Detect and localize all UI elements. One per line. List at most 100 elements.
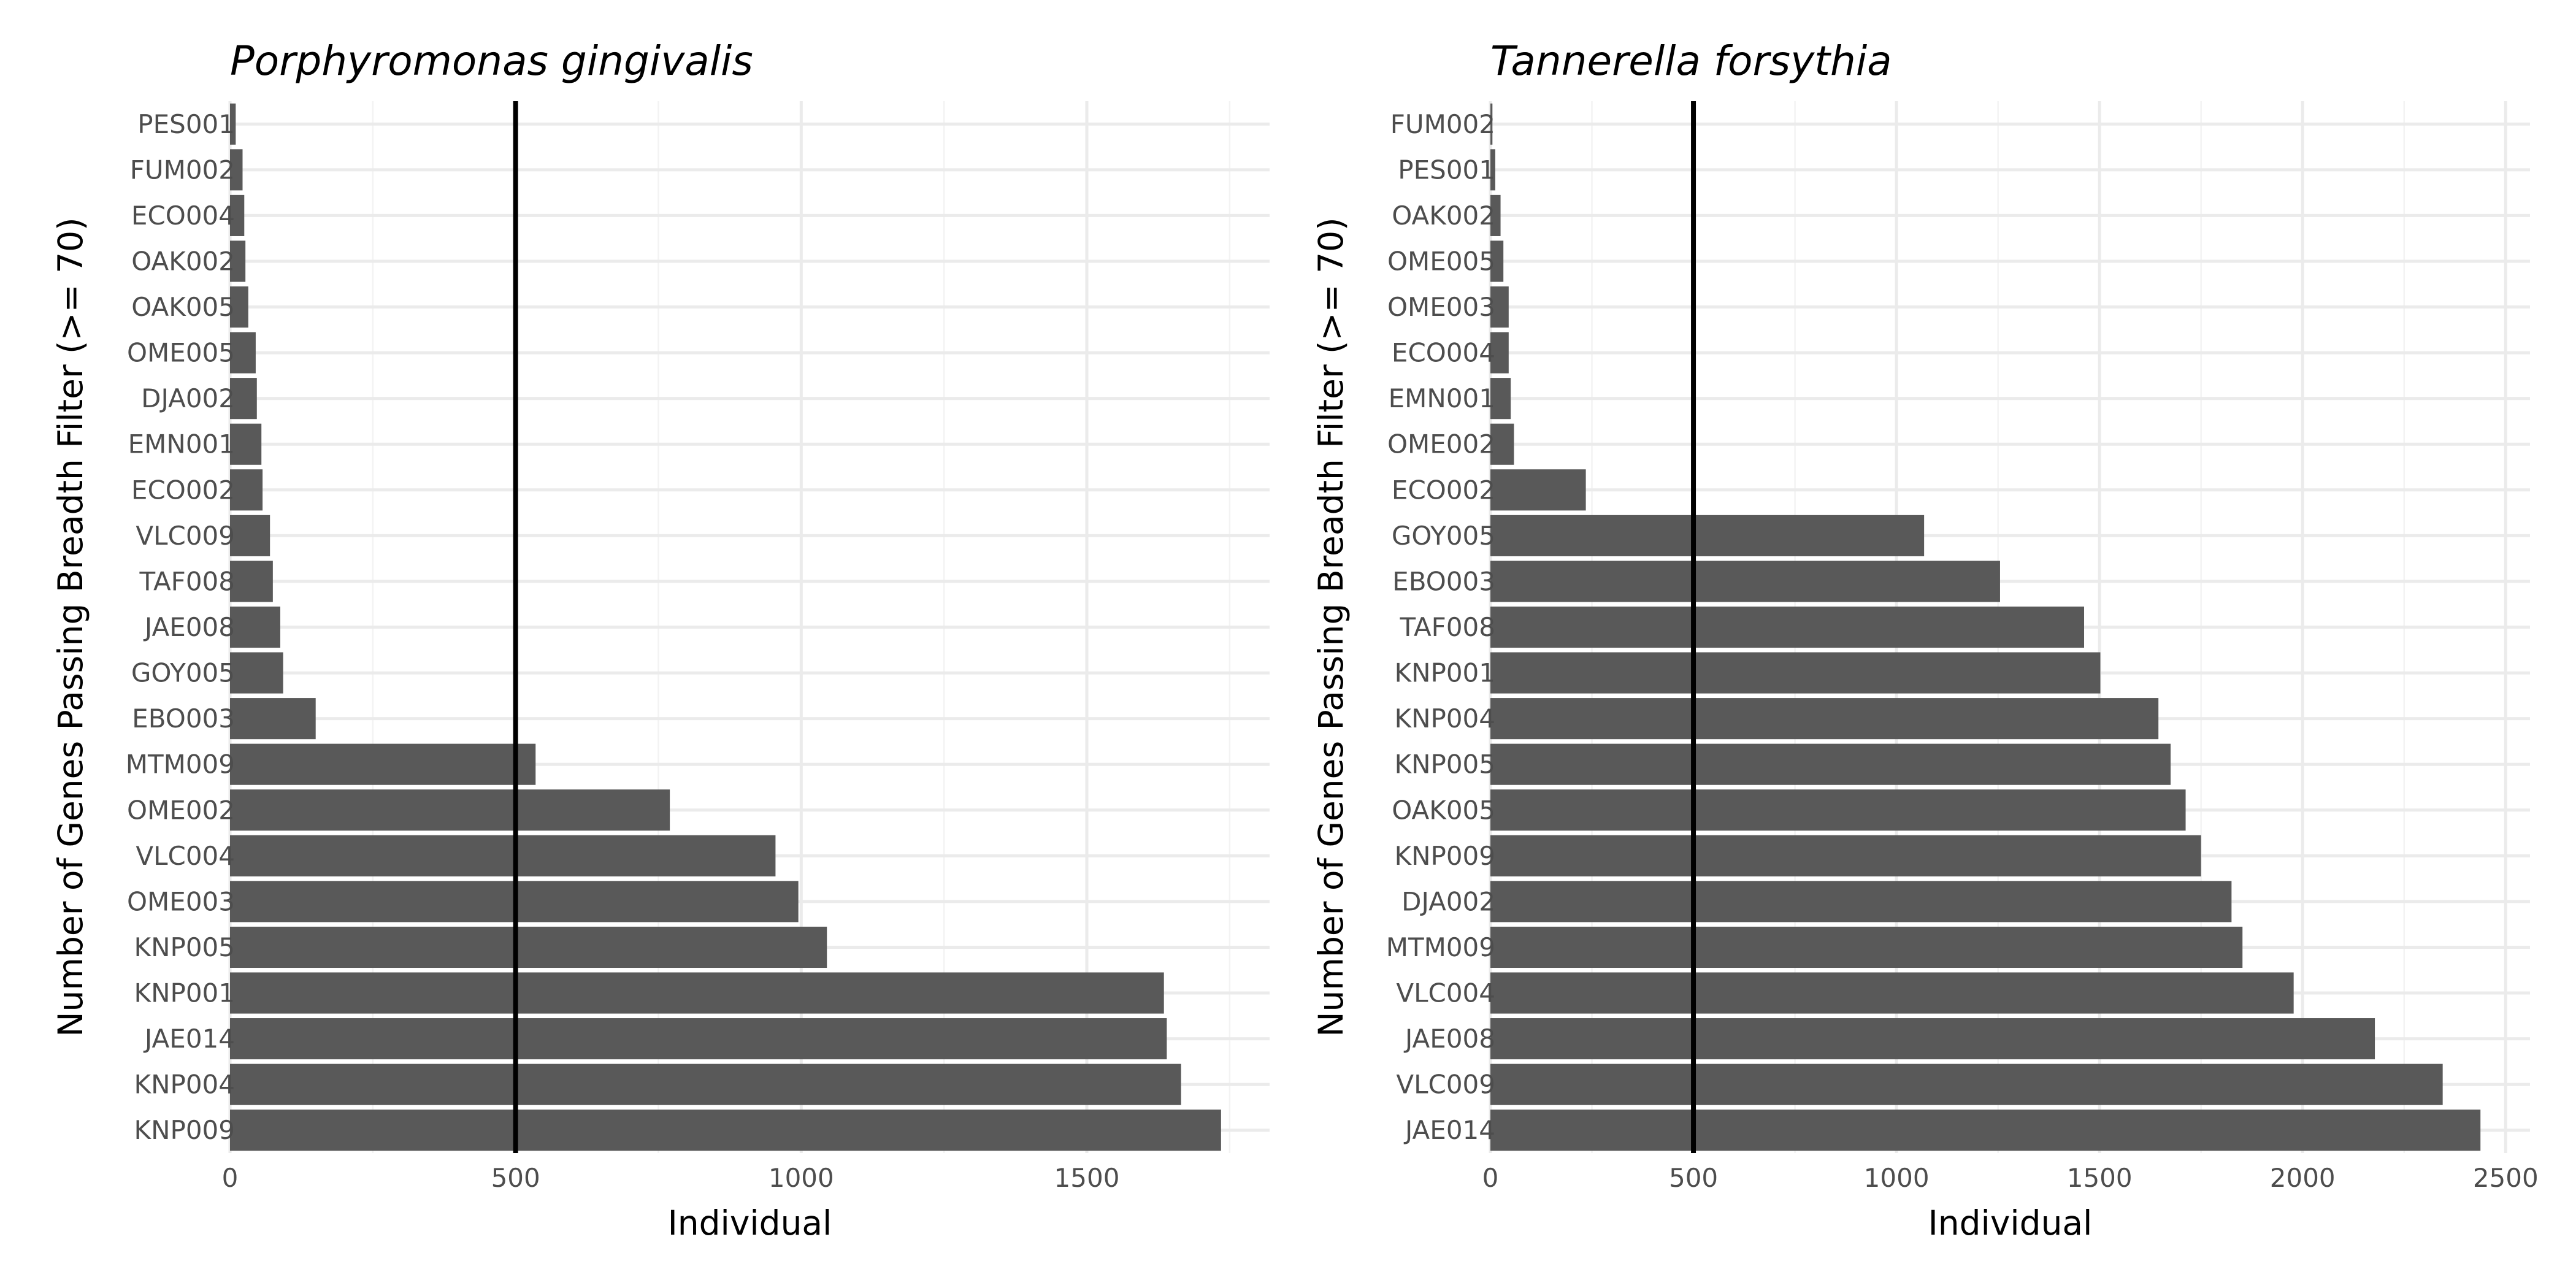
bar-oak005 xyxy=(230,286,248,328)
x-tick-label: 1500 xyxy=(2067,1163,2133,1193)
bar-ome005 xyxy=(1490,240,1504,282)
bar-jae014 xyxy=(1490,1110,2481,1151)
bar-eco002 xyxy=(230,469,263,511)
bar-eco004 xyxy=(230,194,245,236)
chart-panel-2: FUM002 PES001 OAK002 OME005 OME003 ECO004 EMN0… xyxy=(1311,37,2539,1243)
y-tick-label: GOY005 xyxy=(131,658,235,688)
y-tick-label: OME003 xyxy=(1387,292,1495,322)
bar-mtm009 xyxy=(230,743,536,785)
x-tick-label: 500 xyxy=(491,1163,540,1193)
bar-knp001 xyxy=(230,972,1164,1014)
y-tick-label: DJA002 xyxy=(141,383,235,413)
bar-ome003 xyxy=(1490,286,1509,328)
bar-ome005 xyxy=(230,332,256,374)
bar-knp005 xyxy=(230,926,827,968)
bar-goy005 xyxy=(1490,515,1925,556)
bar-knp009 xyxy=(230,1110,1221,1151)
x-tick-label: 1000 xyxy=(1864,1163,1930,1193)
y-tick-label: KNP004 xyxy=(134,1070,235,1100)
y-tick-label: OME002 xyxy=(127,795,235,825)
y-tick-label: VLC004 xyxy=(136,841,235,871)
y-tick-label: ECO004 xyxy=(1392,338,1495,368)
bar-eco004 xyxy=(1490,332,1509,374)
bar-mtm009 xyxy=(1490,926,2243,968)
y-tick-label: JAE008 xyxy=(143,612,235,642)
y-tick-label: OME005 xyxy=(127,338,235,368)
x-axis-title: Individual xyxy=(668,1203,832,1243)
bar-vlc004 xyxy=(230,835,776,876)
y-tick-label: KNP005 xyxy=(1395,749,1495,780)
y-tick-label: EBO003 xyxy=(1392,566,1495,596)
bar-oak002 xyxy=(1490,194,1501,236)
x-tick-label: 0 xyxy=(1482,1163,1499,1193)
bar-fum002 xyxy=(1490,103,1493,145)
y-tick-label: EMN001 xyxy=(128,429,235,459)
y-tick-label: KNP001 xyxy=(1395,658,1495,688)
bar-knp005 xyxy=(1490,743,2171,785)
y-tick-label: ECO002 xyxy=(1392,475,1495,505)
bar-knp004 xyxy=(230,1064,1181,1105)
y-tick-label: EMN001 xyxy=(1389,383,1495,413)
bar-taf008 xyxy=(230,561,273,602)
bar-vlc009 xyxy=(230,515,270,556)
y-tick-label: OAK005 xyxy=(131,292,235,322)
x-tick-label: 2000 xyxy=(2270,1163,2336,1193)
y-tick-label: KNP005 xyxy=(134,932,235,962)
bar-oak005 xyxy=(1490,789,2186,831)
y-tick-label: TAF008 xyxy=(1400,612,1495,642)
bar-pes001 xyxy=(1490,149,1495,191)
bar-ebo003 xyxy=(230,698,316,740)
bar-fum002 xyxy=(230,149,243,191)
y-tick-label: EBO003 xyxy=(132,703,235,734)
x-tick-label: 500 xyxy=(1669,1163,1718,1193)
y-tick-label: MTM009 xyxy=(1386,932,1495,962)
y-tick-label: PES001 xyxy=(137,109,235,139)
y-tick-label: PES001 xyxy=(1398,155,1495,185)
bar-jae014 xyxy=(230,1018,1167,1060)
x-tick-label: 0 xyxy=(222,1163,239,1193)
x-tick-label: 2500 xyxy=(2473,1163,2539,1193)
y-tick-label: ECO002 xyxy=(131,475,235,505)
y-tick-label: OAK002 xyxy=(131,246,235,276)
y-tick-label: KNP001 xyxy=(134,978,235,1008)
chart-title: Porphyromonas gingivalis xyxy=(230,37,753,85)
y-tick-label: KNP009 xyxy=(1395,841,1495,871)
bar-vlc004 xyxy=(1490,972,2294,1014)
bar-ome002 xyxy=(230,789,670,831)
bar-jae008 xyxy=(230,606,280,648)
y-tick-label: OME005 xyxy=(1387,246,1495,276)
y-tick-label: VLC004 xyxy=(1396,978,1495,1008)
y-tick-label: FUM002 xyxy=(1390,109,1495,139)
y-tick-label: VLC009 xyxy=(136,521,235,551)
y-tick-label: TAF008 xyxy=(139,566,235,596)
chart-title: Tannerella forsythia xyxy=(1490,37,1892,85)
bar-vlc009 xyxy=(1490,1064,2443,1105)
bar-pes001 xyxy=(230,103,236,145)
y-tick-label: KNP009 xyxy=(134,1115,235,1145)
y-tick-label: OME003 xyxy=(127,886,235,916)
bar-oak002 xyxy=(230,240,246,282)
x-tick-label: 1500 xyxy=(1054,1163,1120,1193)
bar-jae008 xyxy=(1490,1018,2375,1060)
x-axis-title: Individual xyxy=(1928,1203,2093,1243)
y-tick-label: VLC009 xyxy=(1396,1070,1495,1100)
y-tick-label: KNP004 xyxy=(1395,703,1495,734)
bar-goy005 xyxy=(230,652,283,694)
bar-eco002 xyxy=(1490,469,1586,511)
bar-knp001 xyxy=(1490,652,2101,694)
chart-panel-1: PES001 FUM002 ECO004 OAK002 OAK005 OME005 DJA0… xyxy=(51,37,1270,1243)
bar-ebo003 xyxy=(1490,561,2000,602)
bar-ome002 xyxy=(1490,423,1514,465)
y-tick-label: OME002 xyxy=(1387,429,1495,459)
bar-emn001 xyxy=(1490,378,1511,420)
x-tick-label: 1000 xyxy=(769,1163,834,1193)
bar-taf008 xyxy=(1490,606,2085,648)
y-axis-title: Number of Genes Passing Breadth Filter (… xyxy=(1311,217,1351,1037)
y-tick-label: DJA002 xyxy=(1401,886,1495,916)
y-tick-label: FUM002 xyxy=(130,155,235,185)
bar-dja002 xyxy=(230,378,257,420)
bar-dja002 xyxy=(1490,881,2232,922)
bar-knp004 xyxy=(1490,698,2159,740)
y-tick-label: JAE014 xyxy=(1403,1115,1495,1145)
